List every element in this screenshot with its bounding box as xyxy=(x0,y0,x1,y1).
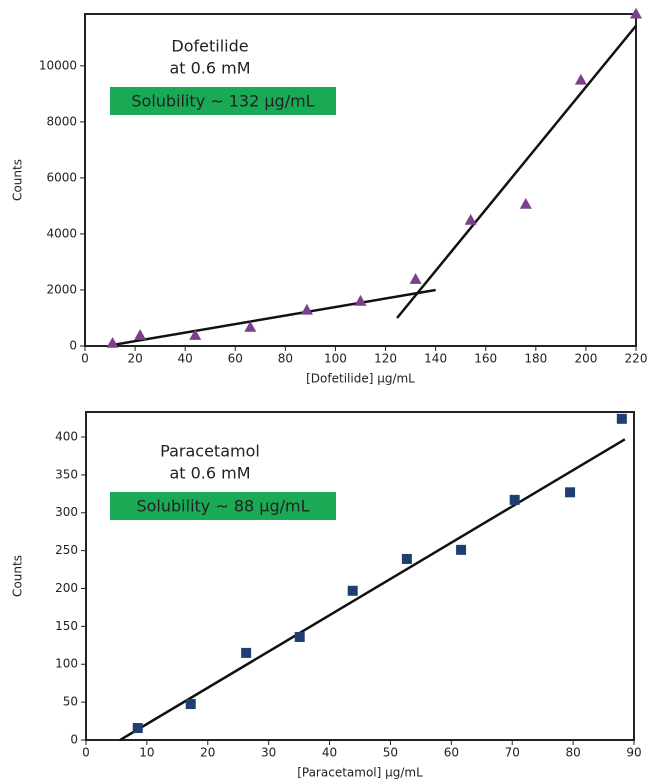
y-axis-title: Counts xyxy=(11,555,25,597)
y-tick-label: 50 xyxy=(63,695,78,709)
point xyxy=(294,631,305,642)
point xyxy=(616,413,627,424)
point xyxy=(409,273,422,284)
point xyxy=(456,544,467,555)
y-tick-label: 6000 xyxy=(46,170,77,184)
x-tick-label: 160 xyxy=(474,352,497,366)
point xyxy=(464,213,477,225)
y-tick-label: 10000 xyxy=(39,58,77,72)
annotation-box xyxy=(110,87,336,115)
point xyxy=(565,487,576,498)
x-tick-label: 10 xyxy=(139,746,154,760)
x-axis-title: [Paracetamol] µg/mL xyxy=(297,766,423,780)
point xyxy=(574,73,587,85)
y-tick-label: 300 xyxy=(55,505,78,519)
point xyxy=(519,197,532,209)
x-tick-label: 80 xyxy=(278,352,293,366)
fit-line xyxy=(396,24,637,319)
annotation: Solubility ~ 132 µg/mL xyxy=(131,92,314,111)
point xyxy=(134,329,147,340)
point xyxy=(106,337,119,348)
fit-line xyxy=(119,438,626,742)
point xyxy=(300,303,313,315)
annotation: at 0.6 mM xyxy=(169,464,250,483)
point xyxy=(244,320,257,332)
point xyxy=(630,7,642,19)
point xyxy=(189,329,202,340)
x-tick-label: 100 xyxy=(324,352,347,366)
x-tick-label: 60 xyxy=(444,746,459,760)
x-tick-label: 40 xyxy=(322,746,337,760)
annotation: Solubility ~ 88 µg/mL xyxy=(136,497,309,516)
y-tick-label: 350 xyxy=(55,467,78,481)
x-tick-label: 40 xyxy=(178,352,193,366)
point xyxy=(241,647,252,658)
x-tick-label: 120 xyxy=(374,352,397,366)
y-tick-label: 200 xyxy=(55,581,78,595)
x-axis-title: [Dofetilide] µg/mL xyxy=(306,372,415,386)
x-tick-label: 80 xyxy=(565,746,580,760)
x-tick-label: 180 xyxy=(524,352,547,366)
y-tick-label: 400 xyxy=(55,429,78,443)
plot-frame xyxy=(85,411,635,741)
fit-line xyxy=(112,288,436,347)
point xyxy=(354,294,367,306)
point xyxy=(185,699,196,710)
y-tick-label: 4000 xyxy=(46,226,77,240)
x-tick-label: 20 xyxy=(127,352,142,366)
y-tick-label: 0 xyxy=(70,733,78,747)
x-tick-label: 0 xyxy=(81,352,89,366)
x-tick-label: 140 xyxy=(424,352,447,366)
y-tick-label: 250 xyxy=(55,543,78,557)
annotation-box xyxy=(110,492,336,520)
annotation: Dofetilide xyxy=(171,37,248,56)
x-tick-label: 50 xyxy=(383,746,398,760)
x-tick-label: 200 xyxy=(574,352,597,366)
y-axis-title: Counts xyxy=(11,159,25,201)
x-tick-label: 20 xyxy=(200,746,215,760)
x-tick-label: 90 xyxy=(626,746,641,760)
x-tick-label: 30 xyxy=(261,746,276,760)
y-tick-label: 2000 xyxy=(46,282,77,296)
y-tick-label: 150 xyxy=(55,619,78,633)
x-tick-label: 220 xyxy=(625,352,648,366)
point xyxy=(132,723,143,734)
point xyxy=(347,585,358,596)
annotation: at 0.6 mM xyxy=(169,59,250,78)
y-tick-label: 100 xyxy=(55,657,78,671)
x-tick-label: 60 xyxy=(228,352,243,366)
plot-frame xyxy=(84,13,637,347)
y-tick-label: 8000 xyxy=(46,114,77,128)
annotation: Paracetamol xyxy=(160,442,260,461)
chart: 0 10 20 30 40 50 60 70 80 90 0 50 100 150 200 250 300 350… xyxy=(11,411,642,780)
chart: 0 20 40 60 80 100 120 140 160 180 200 220 0 2000 4000 6… xyxy=(11,7,648,386)
x-tick-label: 0 xyxy=(82,746,90,760)
y-tick-label: 0 xyxy=(69,339,77,353)
point xyxy=(401,553,412,564)
x-tick-label: 70 xyxy=(505,746,520,760)
point xyxy=(509,494,520,505)
